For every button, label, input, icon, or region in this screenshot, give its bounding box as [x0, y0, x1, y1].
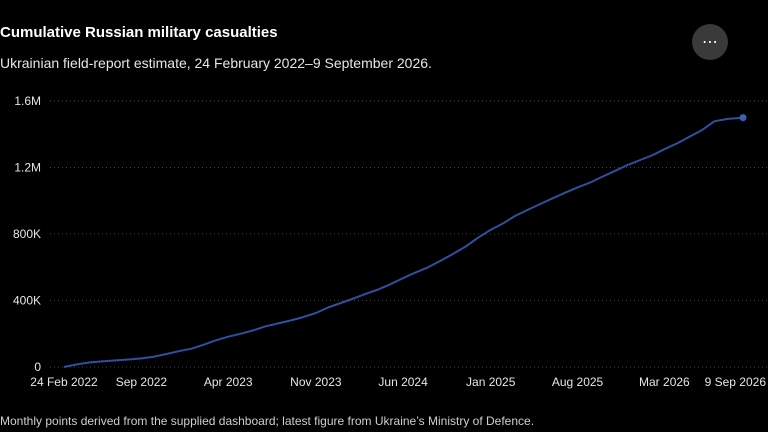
x-tick-label: Apr 2023: [204, 375, 253, 389]
series-layer: [63, 114, 747, 368]
chart-subtitle: Ukrainian field-report estimate, 24 Febr…: [0, 55, 432, 71]
x-tick-label: Aug 2025: [552, 375, 604, 389]
chart-title: Cumulative Russian military casualties: [0, 24, 278, 41]
x-tick-label: 24 Feb 2022: [30, 375, 98, 389]
x-axis-ticks: 24 Feb 2022 Sep 2022 Apr 2023 Nov 2023 Jun 2…: [30, 375, 766, 389]
y-tick-label: 1.2M: [14, 161, 41, 175]
series-line: [63, 116, 744, 368]
line-chart: 0 400K 800K 1.2M 1.6M 24 Feb 2022 Sep 2022 Apr…: [13, 94, 768, 389]
gridlines: [50, 100, 768, 368]
y-tick-label: 0: [34, 360, 41, 374]
x-tick-label: Mar 2026: [639, 375, 690, 389]
x-tick-label: Sep 2022: [116, 375, 168, 389]
y-tick-label: 800K: [13, 227, 41, 241]
y-tick-label: 400K: [13, 294, 41, 308]
x-tick-label: Jun 2024: [378, 375, 428, 389]
y-tick-label: 1.6M: [14, 94, 41, 108]
latest-point-marker[interactable]: [739, 114, 747, 122]
more-options-button[interactable]: ⋯: [692, 24, 728, 60]
x-tick-label: Nov 2023: [290, 375, 342, 389]
x-tick-label: 9 Sep 2026: [705, 375, 767, 389]
more-options-icon: ⋯: [702, 34, 718, 51]
x-tick-label: Jan 2025: [466, 375, 516, 389]
chart-footnote: Monthly points derived from the supplied…: [0, 414, 535, 428]
y-axis-ticks: 0 400K 800K 1.2M 1.6M: [13, 94, 41, 374]
